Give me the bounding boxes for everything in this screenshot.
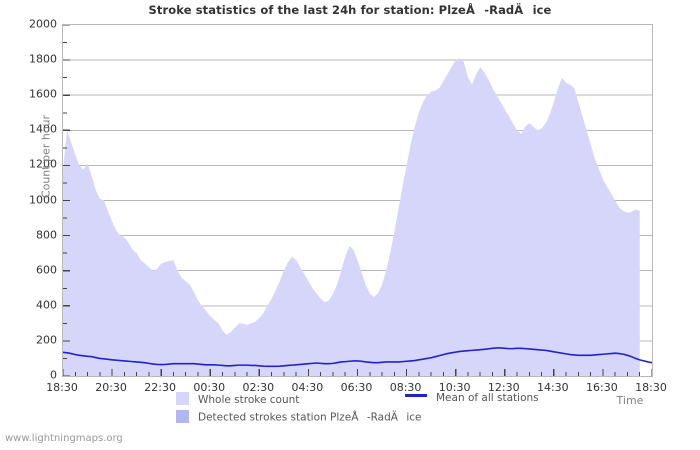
y-axis-tick-label: 600	[36, 263, 57, 277]
legend-swatch-whole-stroke-count	[176, 392, 189, 405]
y-axis-tick-label: 1800	[29, 52, 57, 66]
plot-canvas	[63, 25, 652, 376]
x-axis-tick-label: 16:30	[586, 381, 618, 394]
chart-legend: Whole stroke count Mean of all stations …	[0, 392, 700, 432]
chart-title: Stroke statistics of the last 24h for st…	[148, 3, 552, 17]
footer-attribution: www.lightningmaps.org	[5, 433, 123, 444]
x-axis-title: Time	[616, 394, 644, 407]
y-axis-tick-label: 1600	[29, 87, 57, 101]
legend-item-detected-strokes: Detected strokes station PlzeÅ-RadÄice	[176, 410, 422, 425]
legend-swatch-detected-strokes	[176, 410, 189, 423]
series-layer	[63, 58, 652, 376]
legend-label-detected-strokes: Detected strokes station PlzeÅ-RadÄice	[198, 411, 422, 424]
legend-label-whole-stroke-count: Whole stroke count	[198, 394, 300, 406]
legend-item-whole-stroke-count: Whole stroke count	[176, 392, 299, 406]
y-axis-tick-label: 200	[36, 333, 57, 347]
x-axis-tick-label: 10:30	[438, 381, 471, 394]
axis-ticks	[63, 25, 652, 376]
y-axis-tick-label: 800	[36, 228, 57, 242]
legend-label-mean-of-all-stations: Mean of all stations	[436, 392, 539, 404]
x-axis-tick-label: 08:30	[389, 381, 422, 394]
x-axis-tick-label: 18:30	[635, 381, 667, 394]
plot-area	[62, 24, 653, 377]
x-axis-tick-label: 18:30	[46, 381, 78, 394]
y-axis-tick-label: 1400	[29, 122, 57, 136]
x-axis-tick-label: 14:30	[536, 381, 569, 394]
legend-swatch-mean-of-all-stations	[405, 394, 427, 397]
x-axis-tick-label: 20:30	[95, 381, 127, 394]
y-axis-tick-label: 1000	[29, 193, 57, 206]
legend-item-mean-of-all-stations: Mean of all stations	[405, 392, 539, 404]
y-axis-tick-label: 2000	[29, 17, 57, 31]
y-axis-tick-label: 400	[36, 298, 57, 312]
x-axis-tick-label: 04:30	[291, 381, 324, 394]
x-axis-tick-label: 06:30	[340, 381, 373, 394]
y-axis-title: Count per hour	[39, 114, 53, 199]
y-axis-tick-label: 1200	[29, 157, 57, 171]
y-axis-tick-label: 0	[50, 368, 57, 382]
x-axis-tick-label: 22:30	[144, 381, 176, 394]
x-axis-tick-label: 12:30	[487, 381, 520, 394]
x-axis-tick-label: 00:30	[193, 381, 226, 394]
x-axis-tick-label: 02:30	[242, 381, 275, 394]
